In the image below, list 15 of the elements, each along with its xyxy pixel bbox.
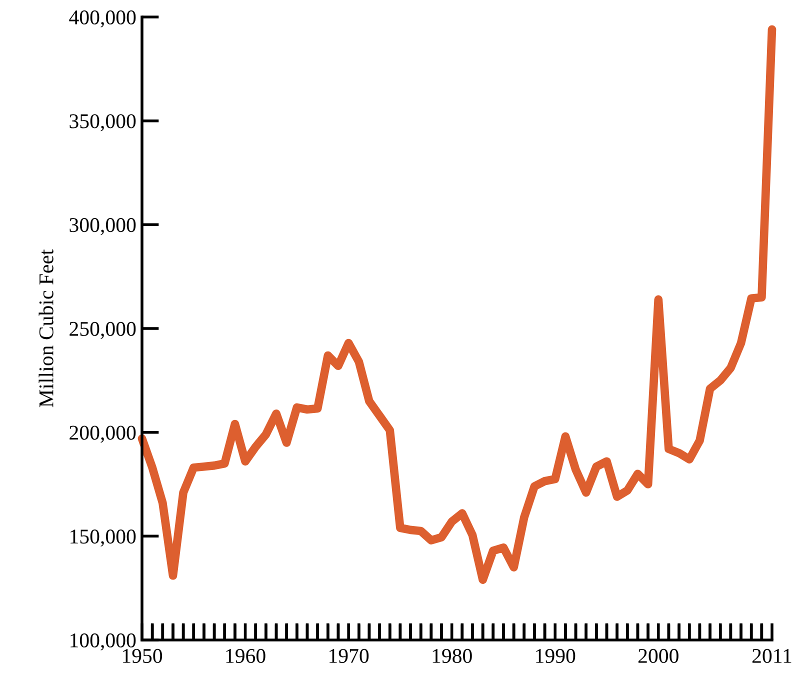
y-tick-label: 350,000	[70, 114, 136, 132]
y-tick-label: 250,000	[70, 322, 136, 339]
y-tick-label: 400,000	[69, 10, 136, 28]
x-tick-label: 2011	[752, 648, 792, 663]
y-tick-label: 300,000	[70, 218, 136, 236]
y-tick-label: 100,000	[70, 633, 136, 650]
y-axis-title: Million Cubic Feet	[38, 249, 54, 408]
y-tick-label: 150,000	[70, 530, 136, 547]
x-tick-label: 2000	[638, 648, 678, 663]
x-tick-label: 1960	[226, 648, 266, 663]
x-tick-label: 1970	[330, 648, 369, 663]
x-tick-label: 1980	[432, 648, 472, 663]
y-tick-label: 200,000	[70, 426, 136, 443]
x-tick-label: 1990	[536, 648, 576, 663]
x-tick-label: 1950	[123, 648, 162, 663]
